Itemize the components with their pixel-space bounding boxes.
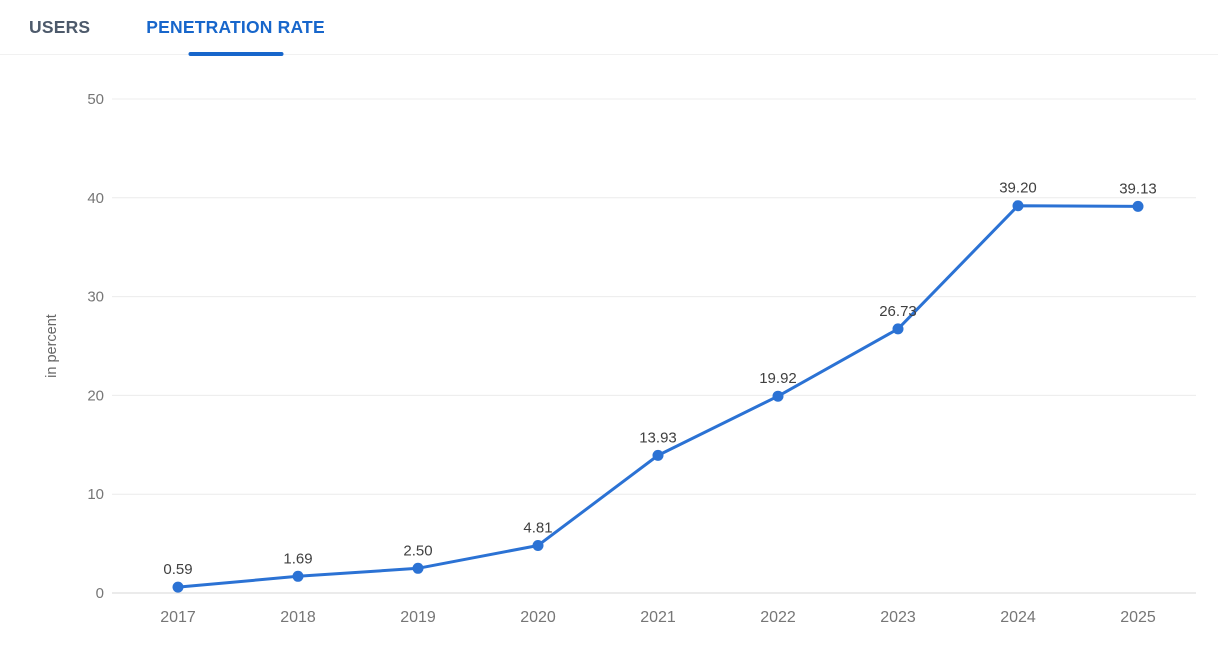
data-point[interactable]: [772, 390, 784, 402]
data-point[interactable]: [172, 581, 184, 593]
y-tick-label: 0: [96, 585, 104, 602]
penetration-rate-chart: 0 10 20 30 40 50 2017 2018 2019 2020 2021 2022 2023 2…: [0, 55, 1218, 655]
data-point[interactable]: [892, 323, 904, 335]
y-tick-label: 10: [87, 486, 104, 503]
data-point[interactable]: [652, 449, 664, 461]
x-tick-label: 2018: [280, 609, 316, 626]
data-point-label: 13.93: [639, 429, 677, 446]
data-point-label: 1.69: [283, 550, 312, 567]
data-point[interactable]: [292, 570, 304, 582]
x-tick-label: 2021: [640, 609, 676, 626]
data-point-label: 0.59: [163, 561, 192, 578]
tab-penetration-rate[interactable]: PENETRATION RATE: [146, 0, 325, 56]
data-point-label: 2.50: [403, 542, 432, 559]
y-tick-label: 40: [87, 190, 104, 207]
y-tick-label: 50: [87, 91, 104, 108]
x-tick-label: 2020: [520, 609, 556, 626]
data-point-label: 19.92: [759, 370, 797, 387]
active-tab-underline: [188, 52, 284, 56]
data-point[interactable]: [532, 539, 544, 551]
x-tick-label: 2023: [880, 609, 916, 626]
data-point[interactable]: [1132, 200, 1144, 212]
tab-penetration-rate-label: PENETRATION RATE: [146, 16, 325, 37]
y-tick-label: 30: [87, 289, 104, 306]
x-tick-label: 2017: [160, 609, 196, 626]
series-line: [176, 204, 1140, 589]
data-point[interactable]: [412, 562, 424, 574]
data-point-label: 26.73: [879, 303, 917, 320]
line-chart-svg: 0 10 20 30 40 50 2017 2018 2019 2020 2021 2022 2023 2…: [44, 91, 1196, 626]
tab-bar: USERS PENETRATION RATE: [0, 0, 1218, 56]
x-tick-label: 2022: [760, 609, 796, 626]
tab-users-label: USERS: [29, 16, 91, 37]
x-tick-label: 2025: [1120, 609, 1156, 626]
tab-users[interactable]: USERS: [29, 0, 90, 54]
data-point-label: 4.81: [523, 519, 552, 536]
y-axis-title: in percent: [44, 314, 60, 378]
x-tick-label: 2024: [1000, 609, 1036, 626]
y-tick-label: 20: [87, 387, 104, 404]
data-point-label: 39.20: [999, 180, 1037, 197]
x-tick-label: 2019: [400, 609, 436, 626]
data-point[interactable]: [1012, 200, 1024, 212]
data-point-label: 39.13: [1119, 180, 1157, 197]
